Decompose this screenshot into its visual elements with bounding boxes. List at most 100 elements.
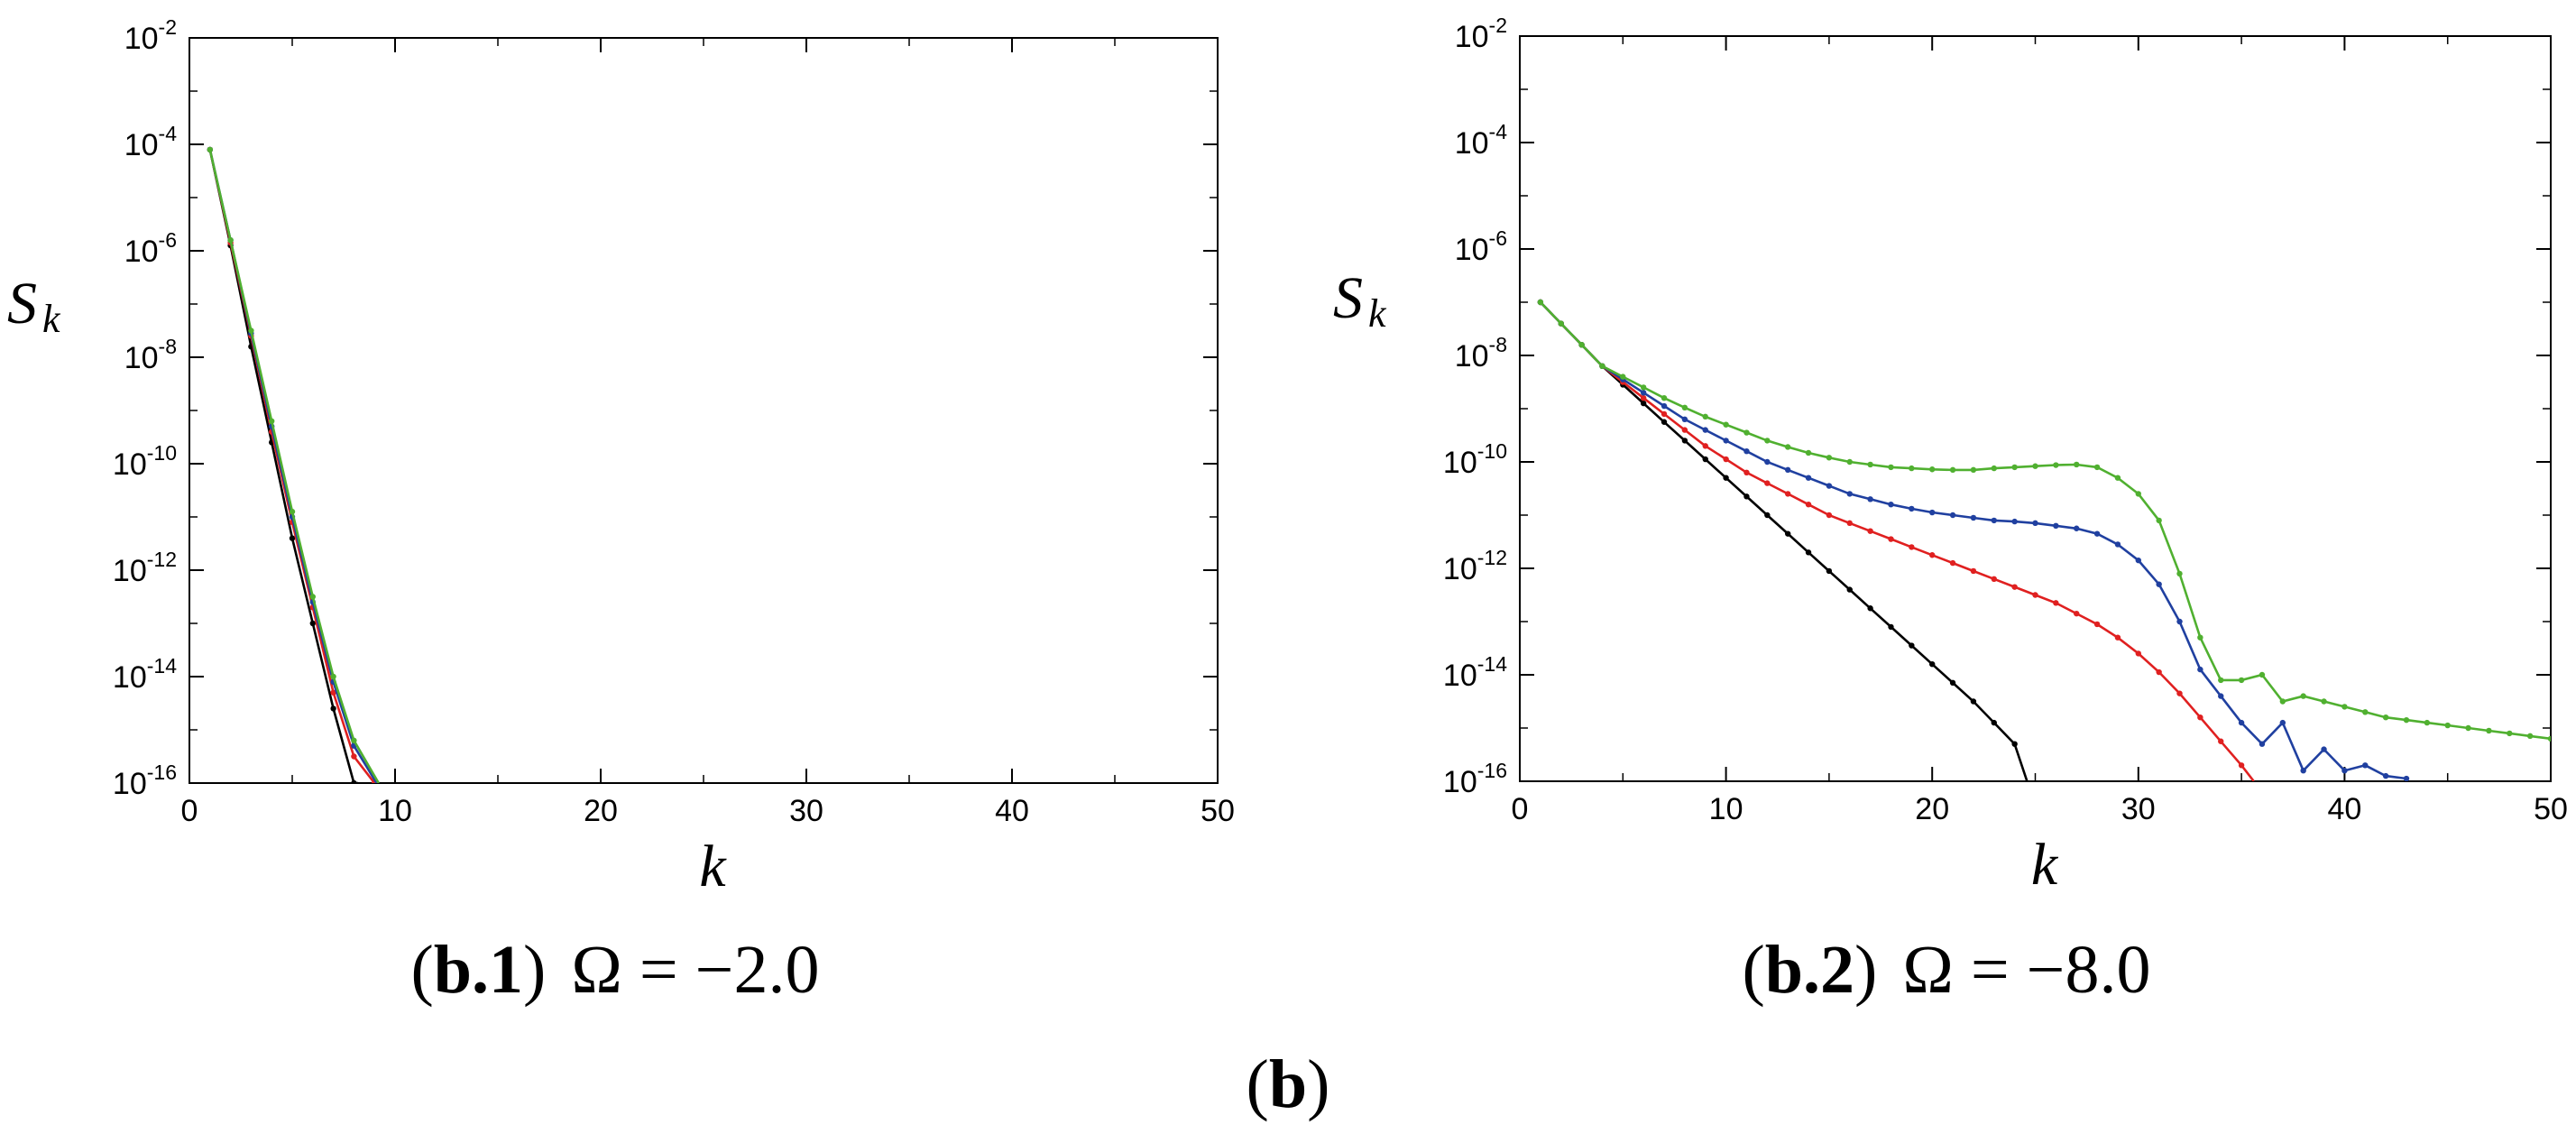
data-point [1846, 491, 1853, 497]
data-point [2238, 719, 2245, 726]
data-point [2507, 730, 2513, 737]
data-point [1991, 576, 1997, 582]
data-point [1764, 480, 1771, 486]
plot-frame [1519, 35, 2552, 782]
figure-caption-close: ) [1307, 1046, 1329, 1122]
data-point [2259, 671, 2266, 678]
data-point [330, 689, 336, 696]
data-point [2259, 741, 2266, 747]
data-point [1888, 464, 1894, 471]
data-point [2176, 570, 2183, 577]
data-point [1578, 342, 1585, 348]
data-point [2526, 733, 2534, 740]
caption-b2-open: ( [1742, 932, 1764, 1008]
data-point [1970, 466, 1977, 474]
data-point [1743, 429, 1750, 436]
data-point [1681, 438, 1688, 444]
data-point [269, 418, 275, 424]
data-point [1929, 552, 1936, 558]
series-line-2 [1537, 299, 2410, 781]
data-point [1743, 469, 1750, 475]
series-path-2 [208, 149, 378, 783]
x-tick-label: 0 [1512, 792, 1529, 826]
data-point [351, 779, 357, 783]
data-point [1805, 549, 1812, 556]
data-point [2011, 464, 2018, 471]
x-tick-label: 20 [584, 794, 618, 828]
data-point [1991, 517, 1997, 524]
y-tick-label: 10-6 [124, 228, 177, 269]
y-tick-label: 10-10 [1443, 439, 1507, 480]
data-point [1661, 410, 1668, 418]
data-point [1723, 456, 1729, 463]
data-point [1640, 390, 1647, 396]
data-point [1888, 502, 1894, 508]
data-point [1867, 461, 1873, 468]
series-line-1 [1537, 299, 2255, 781]
data-point [2053, 522, 2059, 529]
data-point [2300, 693, 2306, 699]
data-point [1702, 443, 1708, 449]
data-point [1826, 512, 1833, 519]
data-point [2382, 715, 2389, 721]
data-point [1661, 395, 1668, 401]
data-point [1867, 605, 1873, 612]
data-point [1764, 512, 1771, 519]
data-point [2341, 768, 2348, 774]
data-point [1620, 373, 1626, 380]
data-point [2321, 746, 2327, 752]
x-tick-label: 20 [1915, 792, 1949, 826]
x-tick-label: 10 [1709, 792, 1743, 826]
x-tick-label: 50 [1201, 794, 1235, 828]
caption-b1-close: ) [523, 932, 546, 1008]
y-tick-label: 10-10 [113, 441, 177, 482]
data-point [2093, 464, 2101, 471]
data-point [1640, 400, 1647, 407]
y-tick-label: 10-14 [1443, 652, 1507, 693]
data-point [1537, 299, 1544, 306]
data-point [1970, 567, 1977, 575]
data-point [1558, 320, 1564, 327]
data-point [2362, 709, 2369, 715]
data-point [2279, 719, 2286, 726]
data-point [1929, 466, 1936, 473]
data-point [1764, 458, 1771, 466]
data-point [1970, 698, 1977, 705]
caption-b1: (b.1) Ω = −2.0 [410, 932, 819, 1008]
figure-caption: (b) [1247, 1046, 1330, 1122]
data-point [2156, 517, 2162, 524]
series-path-1 [1539, 301, 2255, 781]
y-tick-label: 10-6 [1455, 226, 1507, 267]
data-point [1702, 456, 1708, 463]
data-point [2279, 698, 2286, 705]
data-point [1949, 512, 1956, 519]
series-path-1 [208, 149, 376, 783]
series-path-3 [1539, 301, 2551, 741]
x-tick-label: 40 [2327, 792, 2361, 826]
data-point [2074, 525, 2080, 531]
data-point [1970, 514, 1977, 521]
data-point [2135, 557, 2141, 564]
data-point [351, 753, 357, 760]
data-point [2218, 693, 2224, 699]
data-point [2403, 775, 2410, 781]
data-point [1743, 493, 1750, 500]
data-point [1846, 458, 1853, 466]
data-point [1702, 413, 1708, 420]
data-point [227, 237, 234, 244]
data-point [1949, 466, 1956, 474]
data-point [2135, 491, 2141, 497]
caption-b2-label: b.2 [1765, 932, 1854, 1008]
data-point [2074, 461, 2080, 468]
data-point [1888, 623, 1894, 631]
caption-b2-text: Ω = −8.0 [1902, 932, 2150, 1008]
data-point [2238, 677, 2245, 684]
data-point [1846, 520, 1853, 527]
y-tick-label: 10-12 [1443, 546, 1507, 586]
data-point [1681, 404, 1688, 411]
data-point [1702, 427, 1708, 433]
data-point [2547, 735, 2551, 742]
data-point [1661, 419, 1668, 425]
caption-b2: (b.2) Ω = −8.0 [1742, 932, 2150, 1008]
